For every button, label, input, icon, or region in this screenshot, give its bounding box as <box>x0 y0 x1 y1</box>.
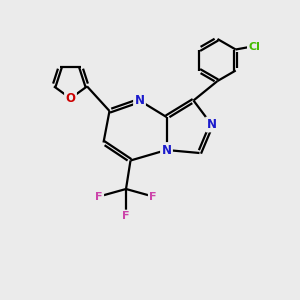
Text: N: N <box>161 143 172 157</box>
Text: Cl: Cl <box>248 42 260 52</box>
Text: F: F <box>122 211 130 221</box>
Text: F: F <box>95 191 103 202</box>
Text: N: N <box>206 118 217 131</box>
Text: N: N <box>134 94 145 107</box>
Text: O: O <box>65 92 76 105</box>
Text: F: F <box>149 191 157 202</box>
